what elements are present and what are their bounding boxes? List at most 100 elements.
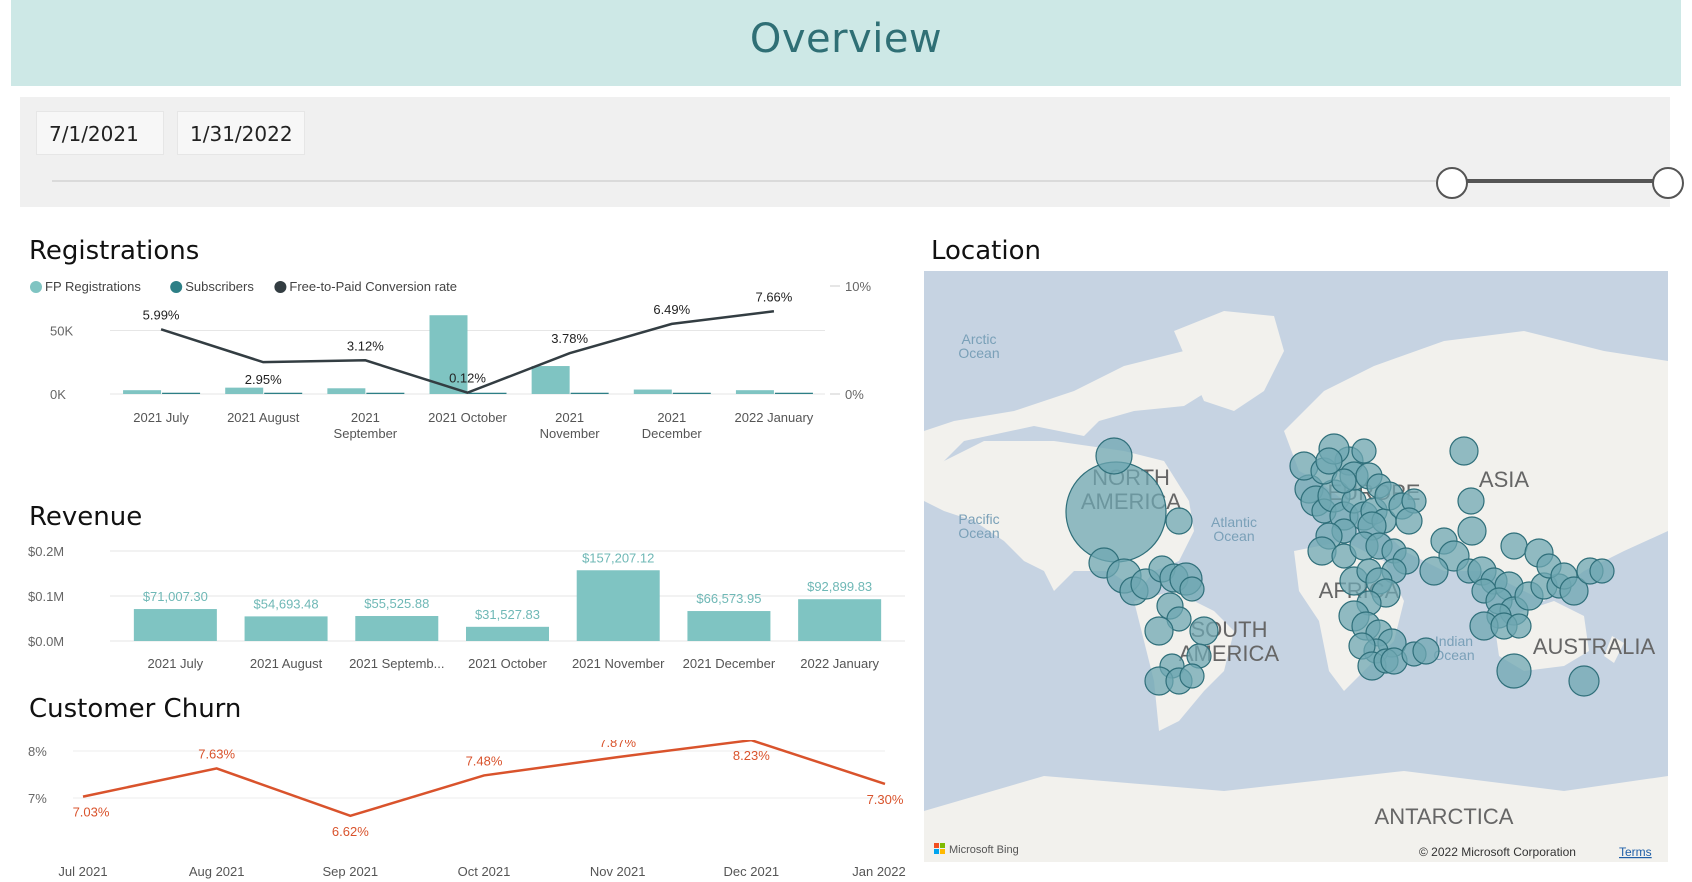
x-tick-label: Jul 2021	[58, 864, 107, 879]
slider-end-handle[interactable]	[1652, 167, 1684, 199]
churn-line[interactable]	[82, 740, 886, 818]
churn-data-label: 7.48%	[466, 753, 503, 768]
ocean-labels: Arctic Ocean Pacific Ocean Atlantic Ocea…	[958, 331, 1474, 663]
location-bubble[interactable]	[1496, 653, 1532, 689]
asia-label: ASIA	[1479, 467, 1529, 492]
x-tick-label: 2021 October	[428, 410, 507, 425]
fp-registrations-bar[interactable]	[633, 389, 672, 394]
subscribers-bar[interactable]	[672, 392, 711, 394]
arctic-ocean-label: Arctic	[962, 331, 997, 347]
fp-registrations-bar[interactable]	[123, 390, 162, 394]
location-bubble[interactable]	[1351, 438, 1377, 464]
svg-text:Ocean: Ocean	[1433, 647, 1474, 663]
bing-label: Microsoft Bing	[949, 844, 1019, 856]
location-bubble[interactable]	[1179, 576, 1205, 602]
subscribers-bar[interactable]	[162, 392, 201, 394]
location-bubble[interactable]	[1457, 516, 1487, 546]
location-bubble[interactable]	[1412, 637, 1440, 665]
location-bubble[interactable]	[1095, 437, 1133, 475]
antarctica-label: ANTARCTICA	[1375, 804, 1514, 829]
copyright-label: © 2022 Microsoft Corporation	[1419, 845, 1576, 859]
y-tick-label: 7%	[28, 791, 47, 806]
fp-registrations-bar[interactable]	[327, 388, 366, 394]
location-bubble[interactable]	[1449, 436, 1479, 466]
location-bubble[interactable]	[1457, 487, 1485, 515]
page-title: Overview	[749, 16, 943, 62]
location-bubble[interactable]	[1144, 616, 1174, 646]
x-tick-label: 2021 July	[148, 656, 204, 671]
revenue-data-label: $66,573.95	[696, 591, 761, 606]
fp-registrations-bar[interactable]	[429, 315, 468, 394]
churn-chart: 8% 7% 7.03% Jul 2021 7.63% Aug 2021 6.62% Sep 2…	[28, 740, 906, 879]
legend-marker	[170, 281, 183, 293]
map-canvas[interactable]: Arctic Ocean Pacific Ocean Atlantic Ocea…	[924, 271, 1668, 862]
location-map[interactable]: Arctic Ocean Pacific Ocean Atlantic Ocea…	[924, 271, 1668, 862]
revenue-data-label: $71,007.30	[143, 589, 208, 604]
atlantic-ocean-label: Atlantic	[1211, 514, 1257, 530]
subscribers-bar[interactable]	[366, 392, 405, 394]
location-bubble[interactable]	[1506, 613, 1532, 639]
location-bubble[interactable]	[1568, 665, 1600, 697]
fp-registrations-bar[interactable]	[735, 390, 774, 394]
location-bubbles[interactable]	[1065, 433, 1615, 697]
location-bubble[interactable]	[1165, 507, 1193, 535]
revenue-bar[interactable]	[244, 616, 328, 641]
fp-registrations-bar[interactable]	[225, 387, 264, 394]
subscribers-bar[interactable]	[774, 392, 813, 394]
slider-start-handle[interactable]	[1436, 167, 1468, 199]
location-bubble[interactable]	[1179, 663, 1205, 689]
conversion-rate-label: 7.66%	[755, 289, 792, 304]
conversion-rate-label: 3.78%	[551, 331, 588, 346]
location-bubble[interactable]	[1419, 556, 1449, 586]
revenue-bar[interactable]	[576, 570, 660, 641]
conversion-rate-line[interactable]	[160, 310, 775, 395]
revenue-bar[interactable]	[133, 609, 217, 641]
location-bubble[interactable]	[1065, 461, 1167, 563]
x-tick-label: Oct 2021	[458, 864, 511, 879]
start-date-input[interactable]: 7/1/2021	[36, 111, 164, 155]
x-tick-label: Jan 2022	[852, 864, 906, 879]
churn-data-label: 8.23%	[733, 748, 770, 763]
subscribers-bar[interactable]	[264, 392, 303, 394]
y2-tick-label: 10%	[845, 279, 871, 294]
x-tick-label: November	[540, 426, 601, 441]
x-tick-label: 2021	[657, 410, 686, 425]
y-tick-label: $0.2M	[28, 544, 64, 559]
revenue-bar[interactable]	[355, 616, 439, 641]
y-tick-label: 50K	[50, 323, 73, 338]
churn-data-label: 7.30%	[867, 792, 904, 807]
revenue-bar[interactable]	[798, 599, 882, 641]
fp-registrations-bar[interactable]	[531, 366, 570, 394]
x-tick-label: 2021 August	[250, 656, 323, 671]
revenue-bar[interactable]	[466, 626, 549, 641]
location-bubble[interactable]	[1589, 558, 1615, 584]
terms-link[interactable]: Terms	[1619, 845, 1652, 859]
page-header: Overview	[11, 0, 1681, 86]
conversion-rate-label: 0.12%	[449, 371, 486, 386]
churn-data-label: 7.63%	[198, 746, 235, 761]
subscribers-bar[interactable]	[570, 392, 609, 394]
location-bubble[interactable]	[1395, 507, 1423, 535]
location-bubble[interactable]	[1331, 468, 1357, 494]
y-tick-label: 0K	[50, 387, 66, 402]
location-bubble[interactable]	[1315, 447, 1343, 475]
registrations-chart: FP Registrations Subscribers Free-to-Paid …	[30, 279, 871, 441]
revenue-data-label: $157,207.12	[582, 550, 654, 565]
slider-track[interactable]	[52, 180, 1647, 182]
revenue-bar[interactable]	[687, 611, 771, 641]
revenue-data-label: $54,693.48	[254, 596, 319, 611]
legend-label: Free-to-Paid Conversion rate	[289, 279, 457, 294]
end-date-input[interactable]: 1/31/2022	[177, 111, 305, 155]
location-bubble[interactable]	[1559, 576, 1589, 606]
revenue-chart: $0.2M $0.1M $0.0M $71,007.30 2021 July $54,69…	[28, 544, 905, 671]
y2-tick-label: 0%	[845, 387, 864, 402]
location-bubble[interactable]	[1189, 616, 1219, 646]
conversion-rate-label: 2.95%	[245, 372, 282, 387]
location-bubble[interactable]	[1500, 532, 1528, 560]
x-tick-label: 2022 January	[735, 410, 814, 425]
x-tick-label: 2021 December	[683, 656, 776, 671]
bing-logo	[934, 843, 945, 854]
location-bubble[interactable]	[1307, 536, 1337, 566]
churn-data-label: 6.62%	[332, 824, 369, 839]
subscribers-bar[interactable]	[468, 392, 507, 394]
